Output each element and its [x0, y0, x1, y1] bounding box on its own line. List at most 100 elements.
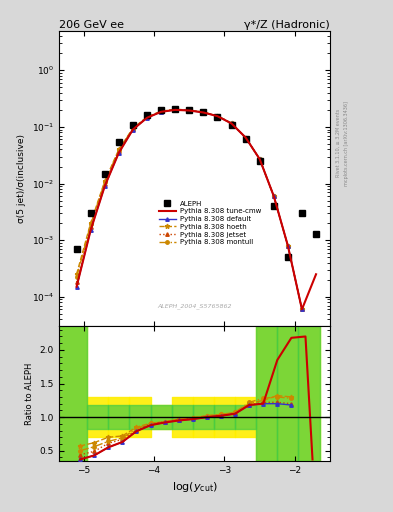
Pythia 8.308 montull: [74, 274, 79, 281]
Pythia 8.308 tune-cmw: [257, 156, 262, 162]
Y-axis label: σ(5 jet)/σ(inclusive): σ(5 jet)/σ(inclusive): [17, 134, 26, 223]
Pythia 8.308 hoeth: [299, 306, 304, 312]
Line: Pythia 8.308 montull: Pythia 8.308 montull: [75, 108, 304, 311]
Pythia 8.308 tune-cmw: [215, 113, 220, 119]
Pythia 8.308 default: [74, 284, 79, 290]
ALEPH: [243, 136, 248, 142]
Pythia 8.308 montull: [130, 125, 135, 132]
Pythia 8.308 default: [145, 115, 149, 121]
Pythia 8.308 tune-cmw: [285, 243, 290, 249]
Line: Pythia 8.308 hoeth: Pythia 8.308 hoeth: [74, 107, 304, 312]
Pythia 8.308 hoeth: [243, 135, 248, 141]
Pythia 8.308 default: [173, 107, 178, 113]
ALEPH: [102, 170, 107, 177]
Pythia 8.308 jetset: [74, 279, 79, 285]
Pythia 8.308 montull: [88, 221, 93, 227]
Pythia 8.308 jetset: [243, 135, 248, 141]
Text: mcplots.cern.ch [arXiv:1306.3436]: mcplots.cern.ch [arXiv:1306.3436]: [344, 101, 349, 186]
Pythia 8.308 default: [285, 243, 290, 249]
Pythia 8.308 hoeth: [102, 178, 107, 184]
Pythia 8.308 tune-cmw: [243, 135, 248, 141]
Pythia 8.308 hoeth: [74, 271, 79, 278]
Pythia 8.308 tune-cmw: [314, 271, 318, 278]
Pythia 8.308 jetset: [116, 147, 121, 154]
Pythia 8.308 jetset: [257, 156, 262, 162]
Pythia 8.308 jetset: [88, 224, 93, 230]
Pythia 8.308 montull: [229, 120, 234, 126]
Pythia 8.308 hoeth: [285, 243, 290, 249]
ALEPH: [215, 114, 220, 120]
Pythia 8.308 montull: [285, 243, 290, 249]
Pythia 8.308 default: [88, 227, 93, 233]
ALEPH: [299, 210, 304, 216]
ALEPH: [116, 139, 121, 145]
Pythia 8.308 hoeth: [88, 220, 93, 226]
Pythia 8.308 jetset: [285, 243, 290, 249]
Pythia 8.308 default: [257, 156, 262, 162]
Pythia 8.308 default: [215, 113, 220, 119]
Pythia 8.308 jetset: [159, 109, 163, 115]
Pythia 8.308 jetset: [201, 109, 206, 115]
ALEPH: [145, 112, 149, 118]
Pythia 8.308 jetset: [187, 107, 192, 113]
Pythia 8.308 jetset: [145, 114, 149, 120]
Pythia 8.308 default: [243, 135, 248, 141]
Line: Pythia 8.308 tune-cmw: Pythia 8.308 tune-cmw: [77, 110, 316, 309]
Pythia 8.308 hoeth: [187, 107, 192, 113]
Y-axis label: Ratio to ALEPH: Ratio to ALEPH: [25, 362, 34, 425]
Pythia 8.308 hoeth: [215, 113, 220, 119]
Pythia 8.308 default: [299, 306, 304, 312]
Pythia 8.308 hoeth: [173, 106, 178, 112]
Line: Pythia 8.308 default: Pythia 8.308 default: [75, 108, 304, 311]
Pythia 8.308 default: [102, 183, 107, 189]
Text: Rivet 3.1.10, ≥ 3.2M events: Rivet 3.1.10, ≥ 3.2M events: [336, 109, 341, 178]
ALEPH: [159, 107, 163, 113]
Pythia 8.308 jetset: [229, 120, 234, 126]
Pythia 8.308 tune-cmw: [272, 193, 276, 199]
Pythia 8.308 tune-cmw: [229, 120, 234, 126]
Pythia 8.308 hoeth: [159, 108, 163, 114]
Pythia 8.308 montull: [187, 107, 192, 113]
Line: ALEPH: ALEPH: [74, 106, 319, 260]
Pythia 8.308 jetset: [215, 113, 220, 119]
Line: Pythia 8.308 jetset: Pythia 8.308 jetset: [75, 108, 304, 311]
Pythia 8.308 montull: [159, 109, 163, 115]
Pythia 8.308 tune-cmw: [130, 126, 135, 133]
Pythia 8.308 tune-cmw: [116, 150, 121, 156]
ALEPH: [130, 121, 135, 127]
Pythia 8.308 default: [187, 108, 192, 114]
Pythia 8.308 hoeth: [201, 109, 206, 115]
Pythia 8.308 default: [201, 110, 206, 116]
Pythia 8.308 jetset: [102, 180, 107, 186]
Text: γ*/Z (Hadronic): γ*/Z (Hadronic): [244, 20, 330, 30]
Pythia 8.308 tune-cmw: [299, 306, 304, 312]
Pythia 8.308 montull: [145, 114, 149, 120]
ALEPH: [285, 254, 290, 260]
Pythia 8.308 tune-cmw: [173, 107, 178, 113]
Pythia 8.308 montull: [257, 156, 262, 162]
Legend: ALEPH, Pythia 8.308 tune-cmw, Pythia 8.308 default, Pythia 8.308 hoeth, Pythia 8: ALEPH, Pythia 8.308 tune-cmw, Pythia 8.3…: [157, 199, 262, 247]
Pythia 8.308 default: [116, 150, 121, 156]
ALEPH: [74, 246, 79, 252]
Pythia 8.308 hoeth: [272, 193, 276, 199]
Pythia 8.308 montull: [102, 179, 107, 185]
ALEPH: [272, 203, 276, 209]
ALEPH: [88, 210, 93, 216]
Pythia 8.308 hoeth: [116, 146, 121, 153]
Pythia 8.308 tune-cmw: [187, 108, 192, 114]
Pythia 8.308 tune-cmw: [145, 115, 149, 121]
X-axis label: $\log(y_\mathrm{cut})$: $\log(y_\mathrm{cut})$: [172, 480, 217, 494]
ALEPH: [314, 230, 318, 237]
Text: ALEPH_2004_S5765862: ALEPH_2004_S5765862: [157, 303, 232, 309]
Pythia 8.308 default: [272, 193, 276, 199]
Pythia 8.308 montull: [272, 193, 276, 199]
Pythia 8.308 tune-cmw: [159, 109, 163, 115]
Pythia 8.308 hoeth: [257, 156, 262, 162]
Pythia 8.308 default: [159, 109, 163, 115]
Pythia 8.308 jetset: [272, 193, 276, 199]
Pythia 8.308 hoeth: [130, 125, 135, 131]
Text: 206 GeV ee: 206 GeV ee: [59, 20, 124, 30]
Pythia 8.308 default: [130, 126, 135, 133]
Pythia 8.308 jetset: [130, 126, 135, 132]
ALEPH: [229, 121, 234, 127]
